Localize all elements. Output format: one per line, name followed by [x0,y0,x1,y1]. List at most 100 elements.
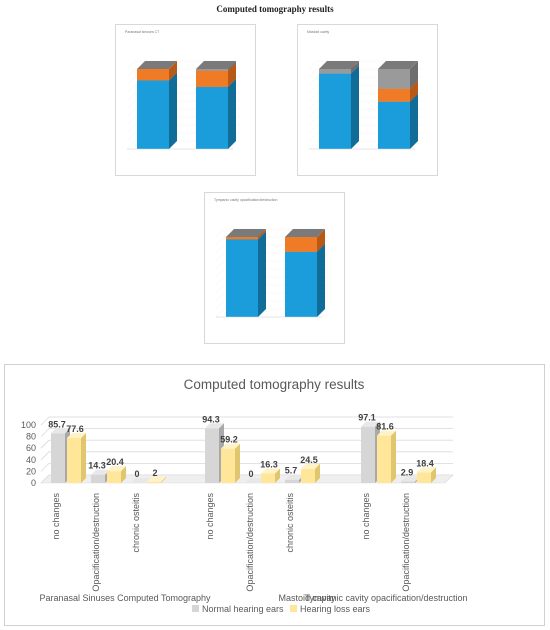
y-tick-label: 100 [21,420,36,430]
bar-side [228,62,236,87]
bar-front [285,251,317,317]
thumbnail-stack-segment [137,61,177,81]
bar-side [161,476,166,483]
bar-side [228,78,236,149]
main-chart-frame: Computed tomography results 0 20 40 60 80 100 8… [4,364,545,626]
thumbnail-chart-tympanic: Tympanic cavity opacification/destructio… [204,192,345,344]
bar-top [107,466,126,472]
x-category-label: no changes [205,493,215,540]
thumbnail-grid [126,84,136,94]
bar-side [315,463,320,483]
x-category-label: chronic osteitis [285,493,295,553]
bar-hearing-loss [417,467,436,483]
bar-front [107,471,121,483]
bar-front [301,468,315,483]
thumbnail-grid [215,276,225,286]
bar-side [351,61,359,74]
thumbnail-grid [215,252,225,262]
bar-side [258,231,266,317]
thumbnail-title: Mastoid cavity [307,30,329,34]
thumbnail-grid [215,300,225,310]
thumbnail-grid [126,92,136,102]
bar-front [377,435,391,483]
bar-side [121,466,126,483]
thumbnail-grid [126,76,136,86]
thumbnail-grid [308,76,318,86]
data-label-normal: 97.1 [358,413,376,423]
thumbnail-grid [215,228,225,238]
figure-title: Computed tomography results [216,4,334,14]
x-category-label: no changes [51,493,61,540]
bar-hearing-loss [221,443,240,483]
bar-top [285,229,325,237]
bar-side [258,229,266,240]
thumbnail-grid [215,268,225,278]
grid-diagonal [40,439,50,449]
thumbnail-stack-segment [285,243,325,317]
thumbnail-title: Paranasal sinuses CT [125,30,160,34]
bar-top [51,428,70,434]
grid-diagonal [40,416,50,426]
group-label: Paranasal Sinuses Computed Tomography [40,593,211,603]
thumbnail-grid [308,84,318,94]
data-label-loss: 77.6 [66,424,84,434]
thumbnail-title: Tympanic cavity opacification/destructio… [214,198,277,202]
thumbnail-stack-segment [378,93,418,149]
bar-front [226,239,258,317]
bar-side [391,430,396,483]
thumbnail-grid [126,60,136,70]
legend-label-normal: Normal hearing ears [202,604,284,614]
thumbnail-grid [308,92,318,102]
x-category-label: chronic osteitis [131,493,141,553]
bar-side [351,65,359,149]
thumbnail-grid [215,292,225,302]
bar-top [417,467,436,473]
bar-top [67,432,86,438]
thumbnail-stack-segment [319,61,359,74]
bar-top [285,474,304,480]
thumbnail-stack-segment [319,65,359,149]
thumbnail-grid [308,124,318,134]
thumbnail-grid [126,68,136,78]
bar-side [317,229,325,252]
bar-top [221,443,240,449]
data-label-normal: 0 [134,469,139,479]
thumbnail-grid [126,108,136,118]
bar-front [401,481,415,483]
thumbnail-stack-segment [196,61,236,71]
grid-diagonal [40,463,50,472]
thumbnail-stack-segment [226,229,266,240]
x-category-label: no changes [361,493,371,540]
bar-front [285,479,299,483]
thumbnail-stack-segment [137,72,177,149]
data-label-normal: 94.3 [202,414,220,424]
bar-hearing-loss [107,466,126,483]
data-label-loss: 18.4 [416,458,434,468]
bar-front [378,88,410,102]
bar-top [91,469,110,475]
data-label-loss: 16.3 [260,460,278,470]
y-tick-label: 80 [26,432,36,442]
bar-top [378,61,418,69]
bar-top [261,468,280,474]
bar-top [196,61,236,69]
bar-front [205,428,219,483]
bar-side [317,243,325,317]
y-tick-label: 0 [31,478,36,488]
bar-top [137,61,177,69]
bar-side [410,61,418,89]
bar-hearing-loss [261,468,280,483]
bar-normal-hearing [245,478,264,483]
bar-front [137,80,169,149]
bar-top [226,229,266,237]
y-tick-label: 20 [26,466,36,476]
thumbnail-grid [308,100,318,110]
legend-swatch-normal [192,605,199,612]
bar-hearing-loss [67,432,86,483]
bar-front [319,69,351,74]
x-category-label: Opacification/destruction [401,493,411,592]
thumbnail-grid [215,236,225,246]
thumbnail-stack-segment [226,231,266,317]
y-tick-label: 60 [26,443,36,453]
